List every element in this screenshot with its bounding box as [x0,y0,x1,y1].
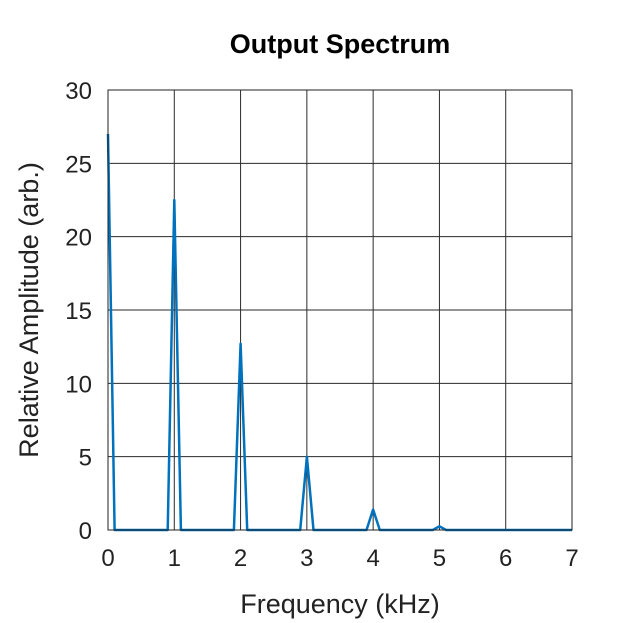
y-tick-label: 20 [65,225,92,252]
x-tick-label: 2 [234,545,247,572]
x-tick-label: 7 [565,545,578,572]
x-tick-label: 1 [168,545,181,572]
x-tick-label: 6 [499,545,512,572]
x-tick-label: 4 [366,545,379,572]
y-tick-label: 5 [79,445,92,472]
grid [107,89,573,531]
y-tick-label: 15 [65,298,92,325]
y-axis-label: Relative Amplitude (arb.) [14,162,44,458]
spectrum-line [106,133,572,532]
chart-title: Output Spectrum [230,29,451,59]
tick-labels: 0 1 2 3 4 5 6 7 0 5 10 15 20 25 30 [65,78,578,572]
y-tick-label: 30 [65,78,92,105]
series [106,133,572,532]
plot-frame [107,89,573,531]
x-tick-label: 5 [433,545,446,572]
x-axis-label: Frequency (kHz) [240,589,440,619]
y-tick-label: 25 [65,151,92,178]
y-tick-label: 0 [79,518,92,545]
y-tick-label: 10 [65,371,92,398]
x-tick-label: 3 [300,545,313,572]
x-tick-label: 0 [101,545,114,572]
